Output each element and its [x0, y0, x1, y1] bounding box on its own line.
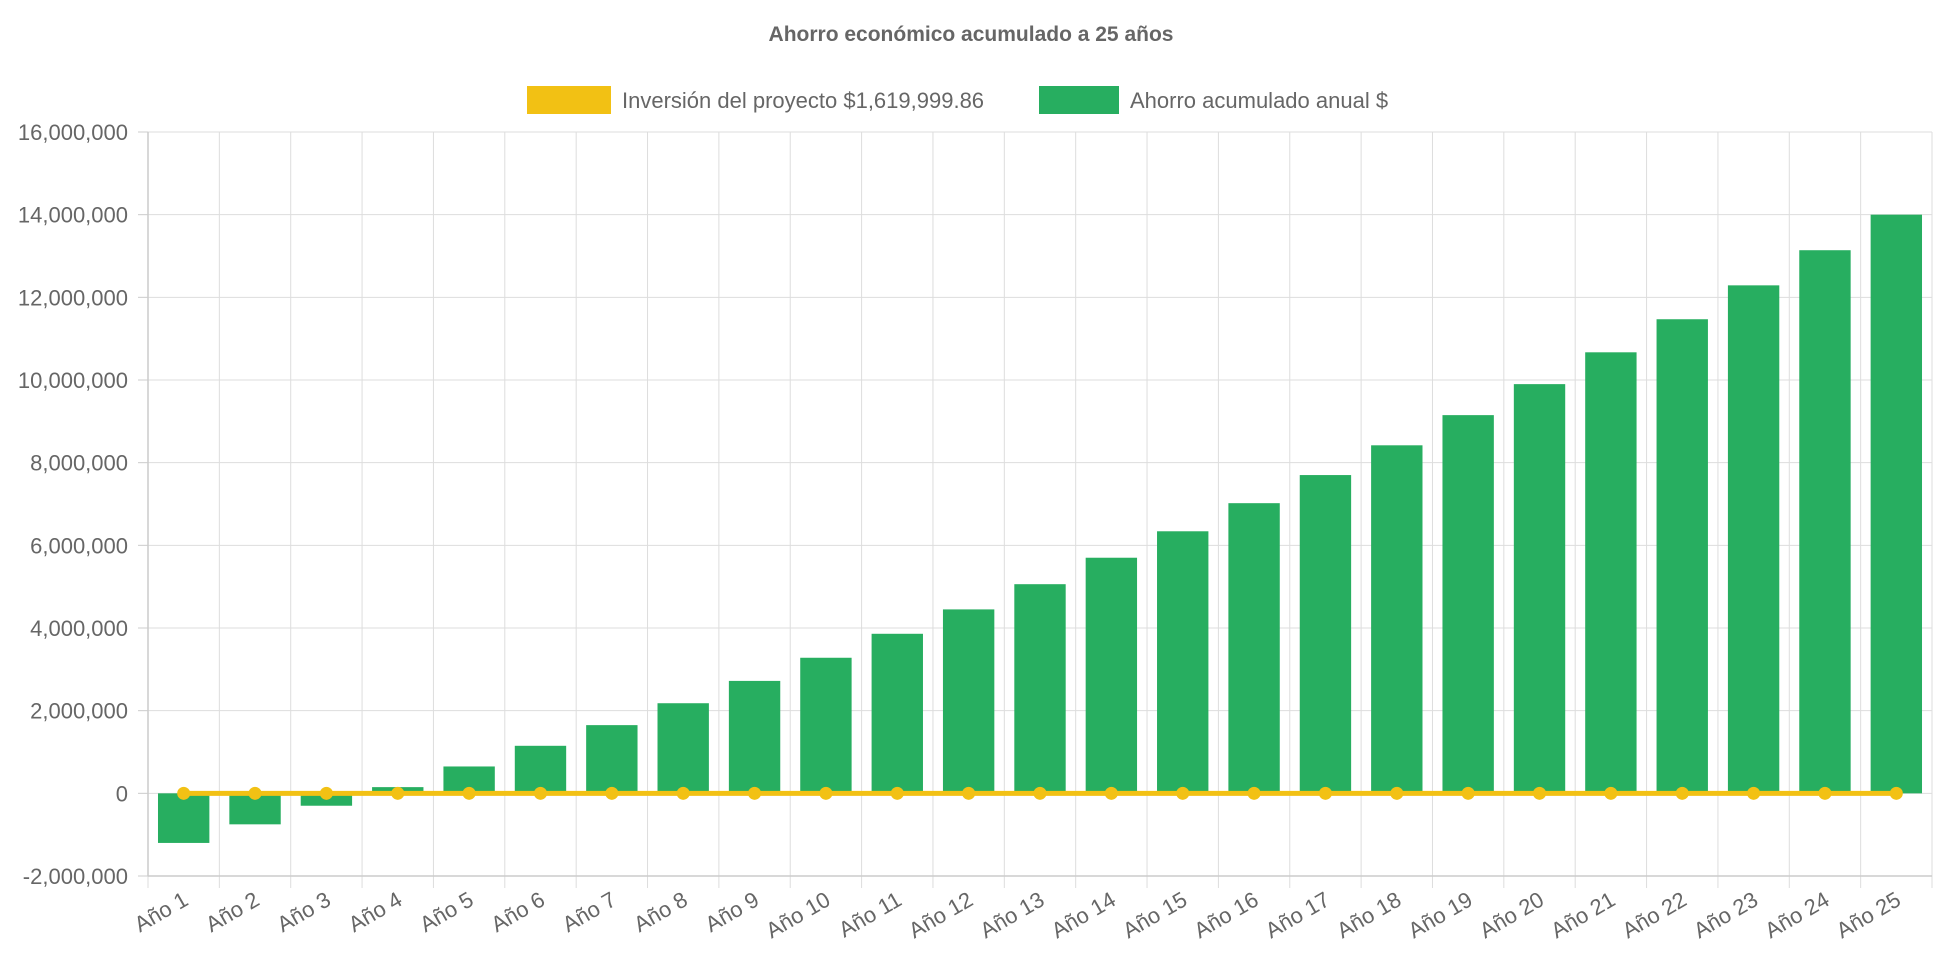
line-point[interactable]	[248, 786, 262, 800]
y-tick-label: -2,000,000	[23, 864, 128, 889]
chart-title: Ahorro económico acumulado a 25 años	[769, 23, 1174, 46]
bar[interactable]	[728, 680, 781, 794]
y-axis: 16,000,000 14,000,000 12,000,000 10,000,000…	[18, 120, 149, 889]
y-tick-label: 2,000,000	[30, 699, 128, 724]
y-tick-label: 10,000,000	[18, 368, 128, 393]
legend: Inversión del proyecto $1,619,999.86 Aho…	[527, 86, 1388, 114]
line-point[interactable]	[1247, 786, 1261, 800]
line-point[interactable]	[962, 786, 976, 800]
line-point[interactable]	[1889, 786, 1903, 800]
bar[interactable]	[1727, 285, 1780, 794]
legend-swatch-inversion	[527, 86, 611, 114]
line-point[interactable]	[1675, 786, 1689, 800]
y-tick-label: 6,000,000	[30, 533, 128, 558]
line-point[interactable]	[533, 786, 547, 800]
line-point[interactable]	[1390, 786, 1404, 800]
line-point[interactable]	[177, 786, 191, 800]
y-tick-label: 4,000,000	[30, 616, 128, 641]
y-tick-label: 16,000,000	[18, 120, 128, 145]
bar[interactable]	[1585, 352, 1637, 794]
bar-series-ahorro	[157, 214, 1923, 843]
bar[interactable]	[871, 633, 923, 794]
legend-item-inversion[interactable]: Inversión del proyecto $1,619,999.86	[527, 86, 984, 114]
line-point[interactable]	[1747, 786, 1761, 800]
y-tick-label: 14,000,000	[18, 203, 128, 228]
bar[interactable]	[1442, 415, 1494, 794]
legend-swatch-ahorro	[1039, 86, 1119, 114]
line-point[interactable]	[1104, 786, 1118, 800]
bar[interactable]	[1228, 503, 1280, 794]
bar[interactable]	[157, 793, 210, 843]
bar[interactable]	[1656, 319, 1708, 794]
bar[interactable]	[1371, 445, 1423, 794]
bar[interactable]	[942, 609, 995, 794]
line-point[interactable]	[1533, 786, 1547, 800]
line-point[interactable]	[1604, 786, 1618, 800]
bar[interactable]	[800, 657, 852, 794]
bar[interactable]	[1870, 214, 1923, 794]
line-point[interactable]	[391, 786, 405, 800]
bar[interactable]	[1157, 531, 1209, 794]
line-point[interactable]	[1818, 786, 1832, 800]
bar[interactable]	[586, 725, 638, 794]
y-tick-label: 8,000,000	[30, 451, 128, 476]
line-point[interactable]	[1176, 786, 1190, 800]
line-point[interactable]	[1033, 786, 1047, 800]
line-point[interactable]	[890, 786, 904, 800]
bar[interactable]	[514, 745, 567, 794]
line-point[interactable]	[1318, 786, 1332, 800]
line-series-inversion	[177, 786, 1903, 800]
bar[interactable]	[1513, 384, 1566, 794]
legend-label-inversion: Inversión del proyecto $1,619,999.86	[622, 88, 984, 113]
bar[interactable]	[1014, 584, 1066, 794]
bar[interactable]	[1085, 557, 1138, 794]
line-point[interactable]	[319, 786, 333, 800]
line-point[interactable]	[1461, 786, 1475, 800]
line-point[interactable]	[605, 786, 619, 800]
bar[interactable]	[657, 703, 709, 794]
y-tick-label: 0	[116, 781, 128, 806]
line-point[interactable]	[748, 786, 762, 800]
line-point[interactable]	[819, 786, 833, 800]
y-tick-label: 12,000,000	[18, 285, 128, 310]
legend-label-ahorro: Ahorro acumulado anual $	[1130, 88, 1388, 113]
bar[interactable]	[1299, 475, 1352, 794]
line-point[interactable]	[676, 786, 690, 800]
grid	[147, 131, 1933, 888]
bar[interactable]	[1799, 250, 1851, 794]
line-point[interactable]	[462, 786, 476, 800]
legend-item-ahorro[interactable]: Ahorro acumulado anual $	[1039, 86, 1388, 114]
